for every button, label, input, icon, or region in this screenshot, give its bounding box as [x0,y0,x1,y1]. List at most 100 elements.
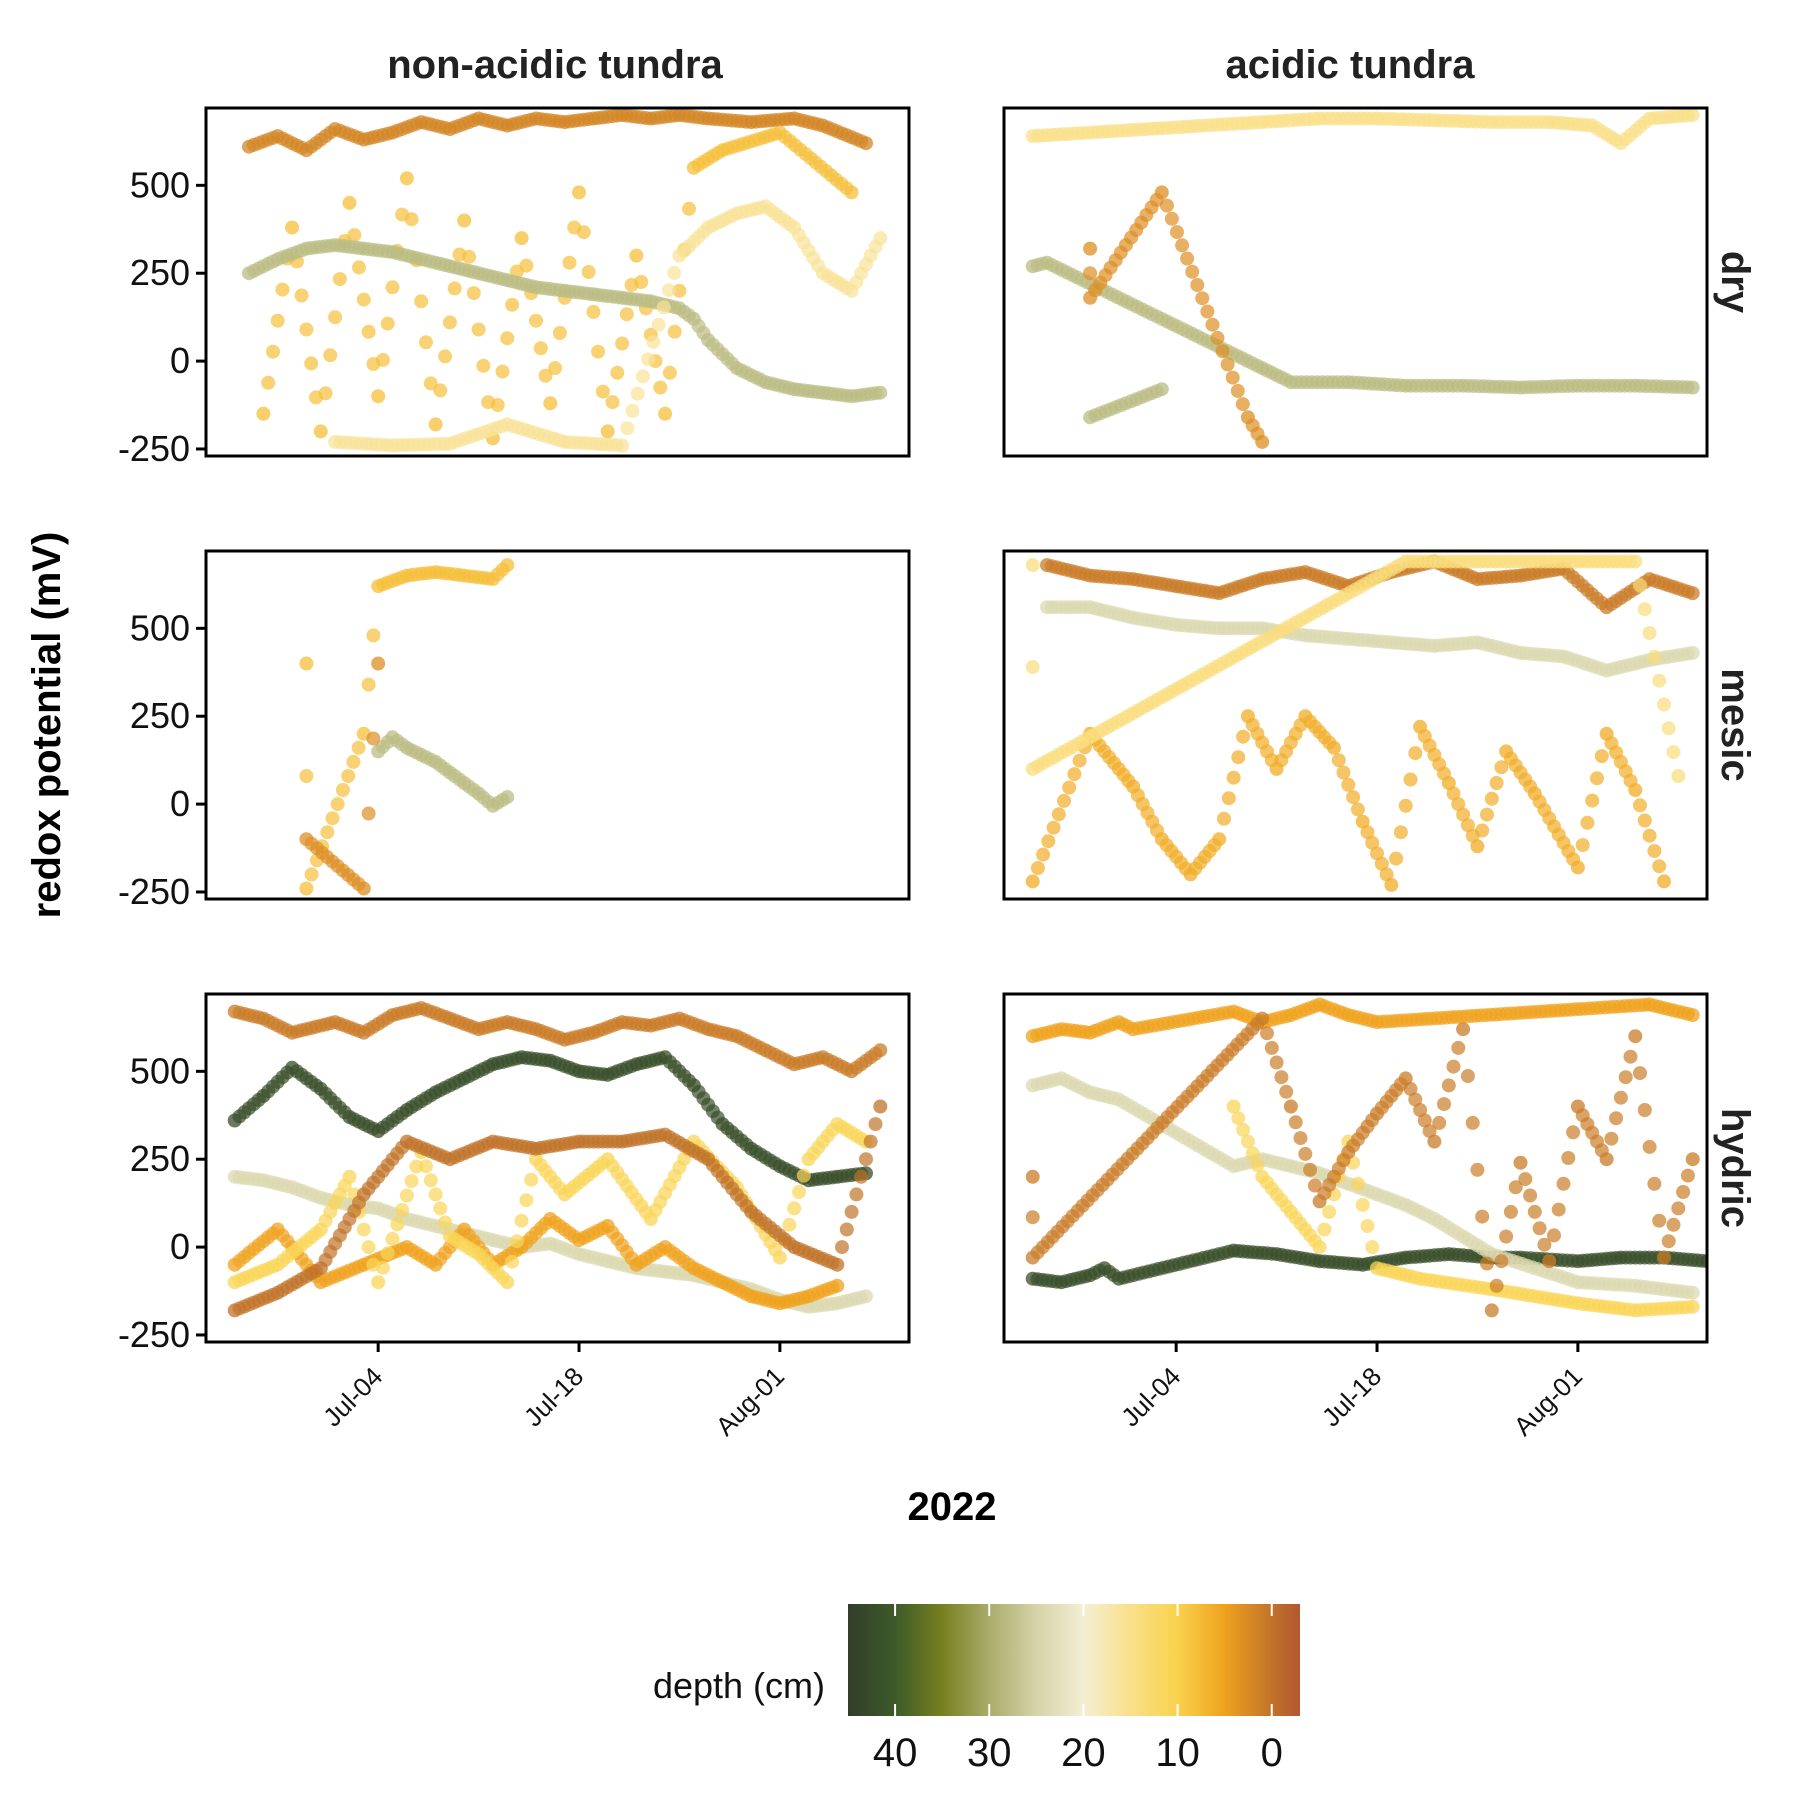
data-point [1041,834,1056,849]
data-point [1441,776,1456,790]
data-point [361,324,376,339]
data-point [1336,765,1351,780]
data-point [275,282,290,297]
data-point [1441,1078,1456,1093]
data-point [1025,1169,1040,1184]
data-point [500,790,515,805]
data-point [342,195,357,210]
legend-tick-label: 0 [1261,1731,1283,1775]
data-point [1293,1131,1308,1146]
data-point [366,731,381,746]
data-point [1484,791,1499,806]
data-point [1283,1099,1298,1114]
data-point [656,300,671,315]
data-point [1460,1069,1475,1083]
facet-col-label-non-acidic: non-acidic tundra [387,43,723,87]
data-point [863,1134,878,1149]
data-point [625,403,640,418]
data-point [552,326,567,340]
data-point [1570,860,1585,875]
x-tick-label: Aug-01 [1508,1361,1588,1441]
legend-tick-label: 10 [1155,1731,1200,1775]
data-point [1575,838,1590,853]
data-point [873,385,888,400]
data-point [1307,1178,1322,1193]
data-point [1210,330,1225,345]
data-point [423,1173,438,1188]
data-point [667,324,682,339]
data-point [1642,1139,1657,1154]
data-point [859,136,873,151]
data-point [375,1260,390,1275]
data-point [1470,839,1485,854]
y-tick-label: 250 [130,695,190,736]
data-point [1475,1209,1490,1224]
data-point [1236,1122,1251,1137]
data-point [605,395,620,410]
panel-hydric-non-acidic: 500 250 0 -250 Jul-04 Jul-18 Aug-01 [118,992,911,1442]
data-point [1671,769,1686,783]
data-point [1175,238,1190,253]
panel-points [227,1001,888,1318]
data-point [1647,649,1662,664]
data-point [285,220,300,235]
data-point [1561,1151,1576,1165]
data-point [325,811,340,826]
data-point [1661,1234,1676,1249]
y-axis-title: redox potential (mV) [25,532,69,919]
data-point [1164,211,1179,226]
data-point [1225,370,1240,385]
data-point [572,185,586,200]
data-point [342,1169,357,1184]
data-point [835,1240,849,1255]
data-point [1685,1299,1700,1314]
panel-mesic-non-acidic: 500 250 0 -250 [118,549,911,912]
data-point [1427,1134,1442,1149]
data-point [1350,802,1365,817]
data-point [371,1275,386,1290]
data-point [662,283,676,298]
data-point [1566,1125,1581,1140]
legend-title: depth (cm) [653,1665,825,1706]
data-point [1365,1240,1380,1255]
data-point [615,438,630,453]
data-point [873,231,888,246]
data-point [1480,1256,1494,1271]
panel-dry-acidic [1002,106,1709,458]
legend-tick-label: 20 [1061,1731,1106,1775]
legend-colorbar [848,1604,1300,1716]
data-point [1652,1213,1667,1228]
data-point [653,380,668,395]
facet-col-label-acidic: acidic tundra [1226,43,1476,87]
data-point [591,344,606,359]
data-point [1623,1049,1638,1064]
data-point [1220,357,1235,372]
data-point [576,225,591,240]
data-point [1532,1221,1547,1236]
data-point [667,265,682,280]
data-point [1451,797,1466,812]
data-point [641,352,656,367]
data-point [629,248,644,263]
data-point [332,272,347,287]
data-point [1661,721,1676,736]
data-point [615,336,630,351]
x-tick-label: Aug-01 [710,1361,790,1441]
data-point [1170,225,1184,240]
data-point [1456,1022,1471,1037]
data-point [519,258,534,273]
data-point [1666,1217,1681,1232]
data-point [346,754,361,769]
data-point [1370,846,1384,861]
data-point [352,260,366,275]
data-point [1637,813,1652,828]
data-point [1221,791,1236,806]
y-tick-label: 250 [130,1138,190,1179]
data-point [581,265,596,279]
data-point [1628,1029,1643,1044]
data-point [476,358,491,373]
data-point [1613,1090,1628,1105]
data-point [562,255,577,270]
data-point [630,386,645,401]
y-tick-label: 0 [170,1226,190,1267]
